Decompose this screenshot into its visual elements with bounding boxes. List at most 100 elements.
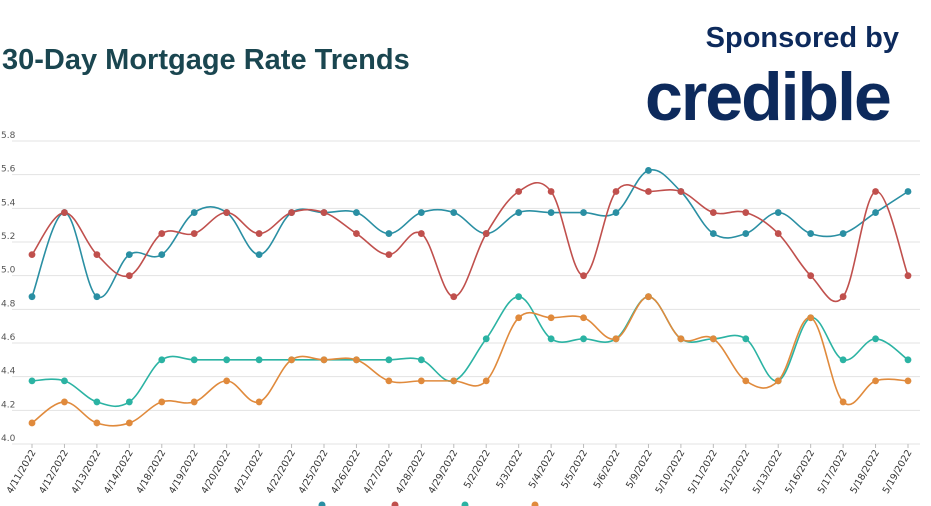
data-point[interactable] [190,398,198,406]
data-point[interactable] [288,356,295,364]
data-point[interactable] [417,377,425,385]
data-point[interactable] [450,293,458,301]
data-point[interactable] [158,398,166,406]
data-point[interactable] [839,356,847,364]
data-point[interactable] [28,251,36,259]
data-point[interactable] [677,188,685,195]
data-point[interactable] [547,314,555,322]
data-point[interactable] [190,209,198,216]
data-point[interactable] [61,209,68,216]
data-point[interactable] [742,209,750,216]
data-point[interactable] [125,251,133,259]
data-point[interactable] [255,398,263,406]
data-point[interactable] [774,377,782,385]
data-point[interactable] [645,293,652,301]
data-point[interactable] [158,356,166,364]
legend-marker[interactable] [531,501,539,506]
data-point[interactable] [223,377,231,385]
data-point[interactable] [742,377,750,385]
data-point[interactable] [125,419,133,427]
data-point[interactable] [125,398,133,406]
data-point[interactable] [93,293,101,301]
data-point[interactable] [709,230,717,237]
data-point[interactable] [709,209,717,216]
data-point[interactable] [255,230,263,237]
data-point[interactable] [774,230,782,237]
data-point[interactable] [353,356,360,364]
data-point[interactable] [93,398,101,406]
sponsor-logo[interactable]: credible [645,59,892,135]
data-point[interactable] [645,188,652,195]
data-point[interactable] [612,335,620,343]
data-point[interactable] [417,209,425,216]
data-point[interactable] [61,398,68,406]
data-point[interactable] [61,377,68,385]
data-point[interactable] [904,188,912,195]
legend-marker[interactable] [391,501,399,506]
data-point[interactable] [450,377,458,385]
data-point[interactable] [190,356,198,364]
data-point[interactable] [417,356,425,364]
data-point[interactable] [288,209,295,216]
data-point[interactable] [872,188,879,195]
data-point[interactable] [709,335,717,343]
data-point[interactable] [807,272,815,280]
data-point[interactable] [515,293,523,301]
data-point[interactable] [742,335,750,343]
data-point[interactable] [580,335,587,343]
data-point[interactable] [450,209,458,216]
data-point[interactable] [580,209,587,216]
data-point[interactable] [612,188,620,195]
data-point[interactable] [742,230,750,237]
data-point[interactable] [385,251,393,259]
data-point[interactable] [547,209,555,216]
data-point[interactable] [872,335,879,343]
data-point[interactable] [904,272,912,280]
data-point[interactable] [515,209,523,216]
legend-marker[interactable] [461,501,469,506]
data-point[interactable] [385,230,393,237]
data-point[interactable] [580,272,587,280]
data-point[interactable] [547,335,555,343]
data-point[interactable] [28,419,36,427]
data-point[interactable] [547,188,555,195]
data-point[interactable] [158,230,166,237]
data-point[interactable] [385,356,393,364]
data-point[interactable] [580,314,587,322]
data-point[interactable] [839,230,847,237]
data-point[interactable] [677,335,685,343]
data-point[interactable] [774,209,782,216]
data-point[interactable] [190,230,198,237]
data-point[interactable] [904,356,912,364]
data-point[interactable] [872,209,879,216]
data-point[interactable] [320,356,328,364]
data-point[interactable] [417,230,425,237]
data-point[interactable] [353,230,360,237]
data-point[interactable] [223,209,231,216]
data-point[interactable] [839,398,847,406]
data-point[interactable] [353,209,360,216]
data-point[interactable] [320,209,328,216]
data-point[interactable] [872,377,879,385]
data-point[interactable] [515,314,523,322]
data-point[interactable] [158,251,166,259]
data-point[interactable] [482,230,490,237]
data-point[interactable] [28,293,36,301]
legend-marker[interactable] [318,501,326,506]
data-point[interactable] [482,377,490,385]
data-point[interactable] [385,377,393,385]
data-point[interactable] [93,419,101,427]
data-point[interactable] [612,209,620,216]
data-point[interactable] [807,230,815,237]
data-point[interactable] [904,377,912,385]
data-point[interactable] [482,335,490,343]
data-point[interactable] [255,251,263,259]
data-point[interactable] [125,272,133,280]
data-point[interactable] [28,377,36,385]
data-point[interactable] [807,314,815,322]
data-point[interactable] [255,356,263,364]
data-point[interactable] [93,251,101,259]
data-point[interactable] [515,188,523,195]
data-point[interactable] [645,167,652,174]
data-point[interactable] [223,356,231,364]
